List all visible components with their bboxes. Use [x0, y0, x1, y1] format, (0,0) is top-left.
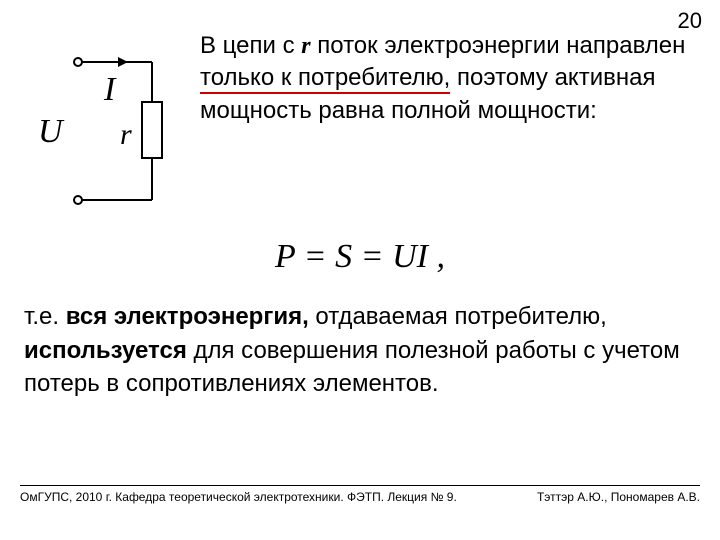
footer-line: ОмГУПС, 2010 г. Кафедра теоретической эл…	[20, 485, 700, 504]
bold-seg: вся электроэнергия,	[66, 303, 309, 330]
text-seg: отдаваемая потребителю,	[309, 303, 607, 330]
footer-right: Тэттэр А.Ю., Пономарев А.В.	[537, 490, 700, 504]
footer: ОмГУПС, 2010 г. Кафедра теоретической эл…	[0, 485, 720, 504]
text-seg: В цепи с	[200, 32, 301, 59]
paragraph-bottom: т.е. вся электроэнергия, отдаваемая потр…	[0, 300, 720, 401]
footer-left: ОмГУПС, 2010 г. Кафедра теоретической эл…	[20, 490, 457, 504]
text-seg: поток электроэнергии направлен	[311, 32, 686, 59]
equation: P = S = UI ,	[0, 238, 720, 276]
text-seg: т.е.	[24, 303, 66, 330]
paragraph-top: В цепи с r поток электроэнергии направле…	[190, 30, 700, 127]
equation-text: P = S = UI ,	[275, 238, 445, 275]
label-r: r	[120, 118, 132, 151]
circuit-diagram: U I r	[20, 30, 190, 220]
label-U: U	[38, 113, 65, 150]
underlined-phrase: только к потребителю,	[200, 64, 450, 94]
page-number: 20	[678, 8, 702, 34]
top-row: U I r В цепи с r поток электроэнергии на…	[0, 0, 720, 220]
label-I: I	[103, 71, 117, 108]
bold-seg: используется	[24, 337, 187, 364]
r-symbol: r	[301, 33, 310, 59]
